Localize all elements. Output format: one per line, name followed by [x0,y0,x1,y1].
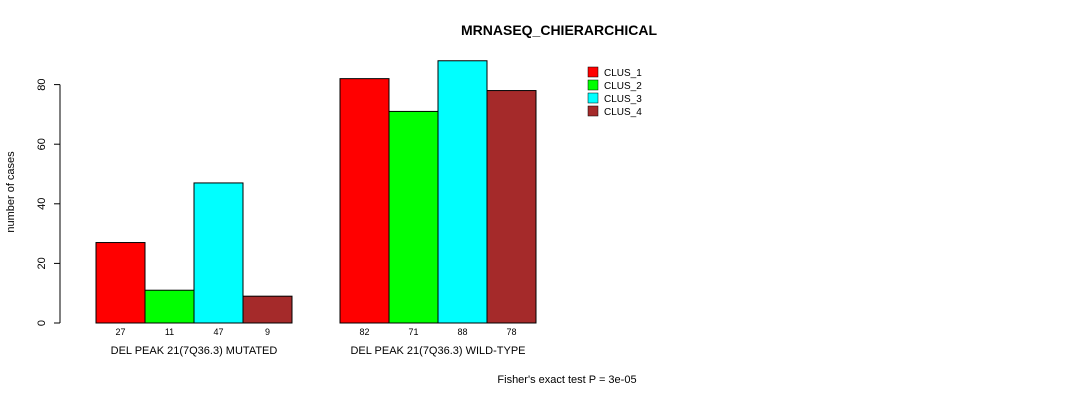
bar-clus-2-mutated [144,289,195,324]
y-tick-label: 60 [36,138,48,150]
bar-value-label: 47 [213,327,223,337]
legend-swatch [587,66,599,78]
bar-clus-2-wild-type [388,110,439,324]
bar-value-label: 27 [115,327,125,337]
legend-swatch [587,105,599,117]
chart-title: MRNASEQ_CHIERARCHICAL [461,22,657,38]
legend: CLUS_1 CLUS_2 CLUS_3 CLUS_4 [587,66,642,118]
bar-value-label: 11 [165,327,174,337]
bar-value-label: 78 [506,327,516,337]
bar-value-label: 88 [457,327,467,337]
bar-clus-4-wild-type [486,90,537,324]
y-tick-label: 20 [36,257,48,269]
bar-clus-3-mutated [193,182,244,324]
y-tick-label: 40 [36,198,48,210]
y-tick-label: 0 [36,320,48,326]
fisher-test-footnote: Fisher's exact test P = 3e-05 [497,374,636,386]
bar-clus-3-wild-type [437,60,488,324]
y-axis-label: number of cases [5,151,17,233]
y-axis: 0 20 40 60 80 [36,78,61,326]
legend-label: CLUS_4 [604,107,642,118]
bar-clus-1-wild-type [339,78,390,324]
category-label: DEL PEAK 21(7Q36.3) WILD-TYPE [350,345,525,357]
value-labels-group: 27 11 47 9 82 71 88 78 [115,327,516,337]
legend-swatch [587,79,599,91]
bar-clus-4-mutated [242,295,293,324]
legend-swatch [587,92,599,104]
bar-clus-1-mutated [95,242,146,324]
bar-value-label: 82 [359,327,369,337]
category-label: DEL PEAK 21(7Q36.3) MUTATED [111,345,278,357]
bar-value-label: 9 [265,327,270,337]
bar-value-label: 71 [408,327,418,337]
group-labels-group: DEL PEAK 21(7Q36.3) MUTATED DEL PEAK 21(7… [111,345,526,357]
bars-group [95,60,537,324]
legend-label: CLUS_1 [604,68,642,79]
legend-label: CLUS_3 [604,94,642,105]
legend-label: CLUS_2 [604,81,642,92]
y-tick-label: 80 [36,78,48,90]
